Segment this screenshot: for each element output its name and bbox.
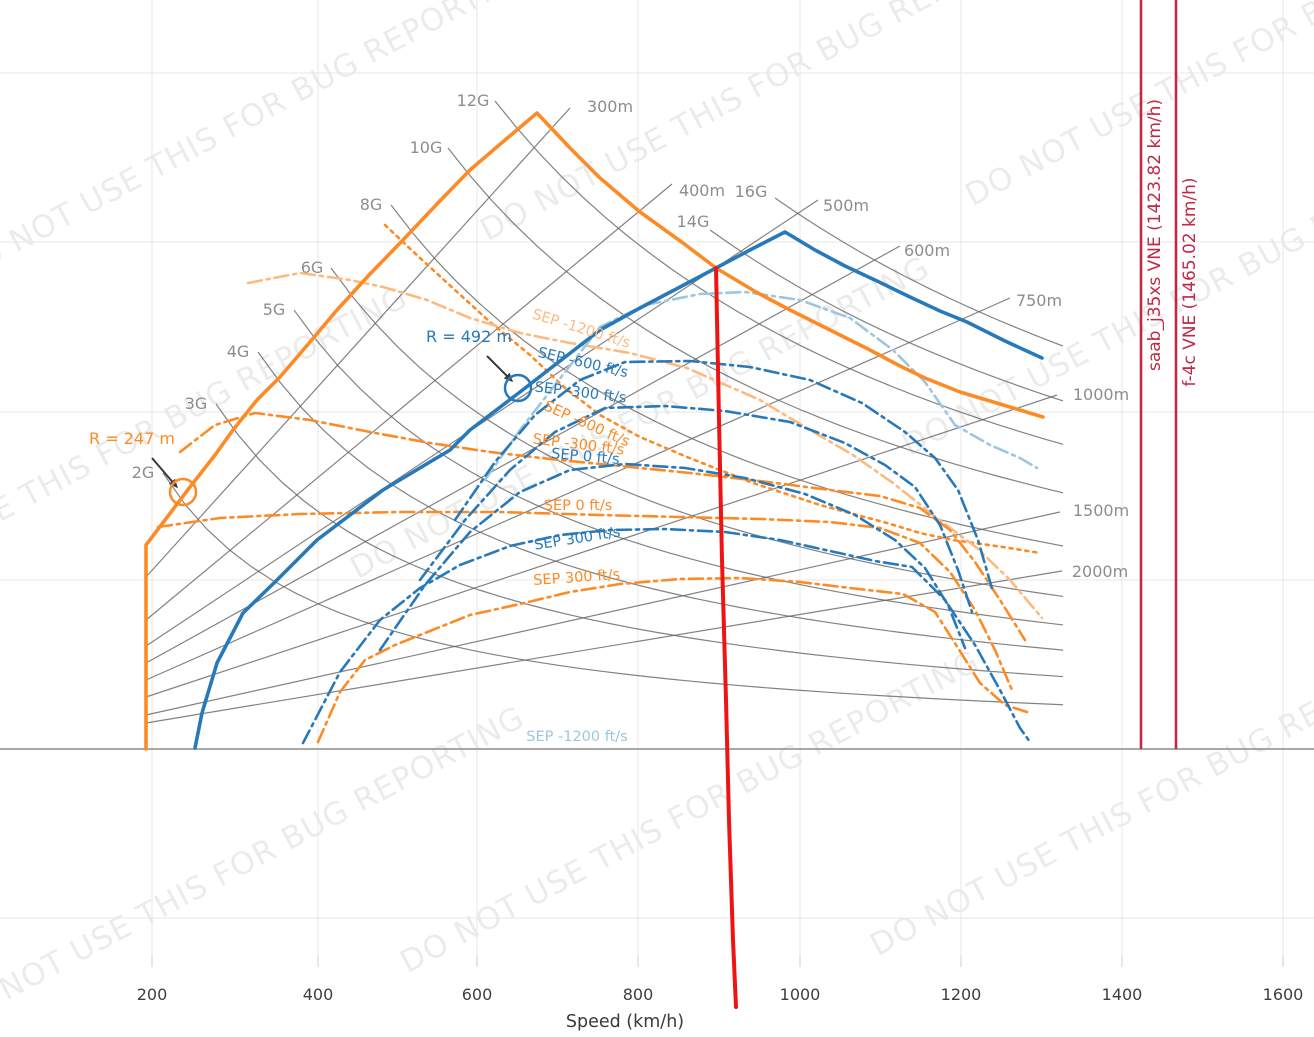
radius-label-400m: 400m [679,181,725,200]
sep-curve-f4c-sep-0 [378,462,967,652]
sep-label: SEP -1200 ft/s [526,729,627,745]
radius-line-300m [145,107,571,578]
radius-line-1500m [145,511,1061,716]
g-load-label-10G: 10G [410,138,443,157]
sep-label: SEP 0 ft/s [551,446,621,468]
g-load-line-2G [162,472,1064,706]
sep-label: SEP 0 ft/s [544,498,613,514]
sep-curve-f4c-sep--600 [453,359,995,594]
radius-label-2000m: 2000m [1072,562,1128,581]
g-load-label-8G: 8G [360,195,383,214]
x-tick-label: 1400 [1102,985,1143,1004]
radius-line-1000m [145,394,1058,698]
radius-label-500m: 500m [823,196,869,215]
vne-label-f-4c: f-4c VNE (1465.02 km/h) [1180,177,1200,386]
f4c-min-radius-marker-circle [503,373,533,403]
saab-min-radius-label: R = 247 m [89,429,175,448]
radius-label-750m: 750m [1016,291,1062,310]
sep-curve-f4c-sep--1200 [483,290,1039,482]
x-tick-label: 1600 [1263,985,1304,1004]
g-load-line-14G [709,229,1064,402]
radius-line-600m [145,245,901,664]
sep-curve-saab-sep-300 [316,576,1029,744]
g-load-line-4G [257,351,1064,651]
radius-line-2000m [145,570,1063,724]
sep-curve-f4c-sep--300 [418,404,974,614]
radius-label-600m: 600m [904,241,950,260]
g-load-line-8G [390,204,1064,547]
g-load-label-4G: 4G [227,342,250,361]
sep-curve-saab-sep--600 [246,271,1044,620]
x-tick-label: 1000 [780,985,821,1004]
saab-min-radius-arrow [151,457,177,487]
saab_j35xs-envelope [144,111,1045,751]
radius-line-750m [145,297,1011,681]
corner-speed-line [714,266,738,1009]
f4c-min-radius-label: R = 492 m [426,327,512,346]
saab-min-radius-marker-circle [168,477,198,507]
x-tick-label: 1200 [941,985,982,1004]
x-tick-label: 200 [137,985,168,1004]
g-load-label-12G: 12G [457,91,490,110]
g-load-label-14G: 14G [677,212,710,231]
g-load-line-16G [774,197,1064,347]
vne-label-saab_j35xs: saab_j35xs VNE (1423.82 km/h) [1145,99,1165,371]
g-load-line-12G [494,100,1064,445]
g-load-line-3G [215,403,1064,678]
radius-line-400m [145,183,673,621]
sep-curve-saab-sep--1200 [383,223,1042,555]
sep-label: SEP 300 ft/s [533,567,621,589]
x-tick-label: 800 [623,985,654,1004]
sep-label: SEP 300 ft/s [533,524,621,553]
g-load-label-3G: 3G [185,394,208,413]
x-tick-label: 600 [462,985,493,1004]
f-4c-envelope [193,230,1044,750]
g-load-label-5G: 5G [263,300,286,319]
sep-curve-saab-sep--300 [178,411,1027,642]
g-load-line-10G [447,147,1064,494]
x-tick-label: 400 [303,985,334,1004]
radius-label-1000m: 1000m [1073,385,1129,404]
g-load-label-6G: 6G [301,258,324,277]
g-load-label-16G: 16G [735,182,768,201]
radius-label-1500m: 1500m [1073,501,1129,520]
sep-curve-f4c-sep-300 [301,527,1032,745]
radius-label-300m: 300m [587,97,633,116]
g-load-label-2G: 2G [132,463,155,482]
x-axis-title: Speed (km/h) [565,1012,685,1032]
